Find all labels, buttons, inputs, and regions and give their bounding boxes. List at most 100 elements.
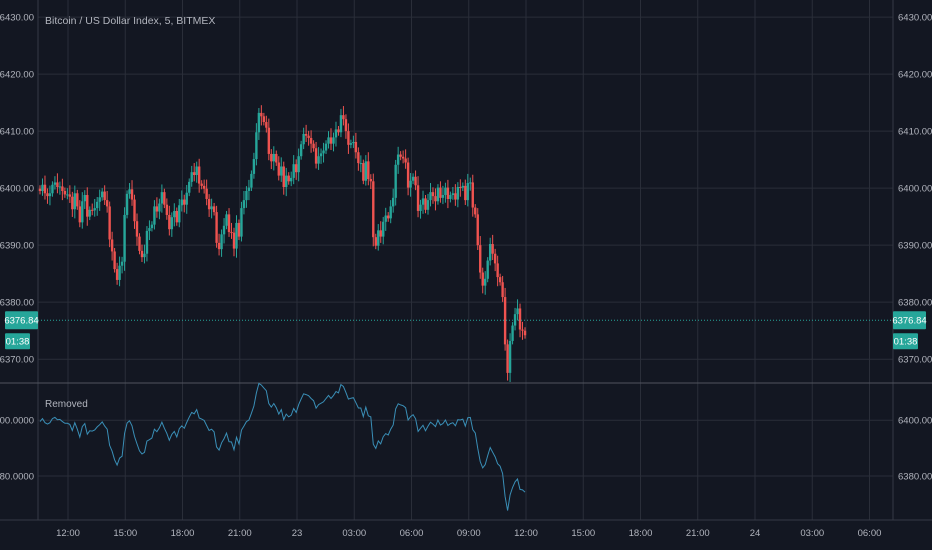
candle-body: [222, 225, 226, 235]
candle-body: [225, 214, 228, 226]
candle-body: [150, 224, 154, 229]
candle-body: [307, 135, 310, 138]
time-tick-label: 12:00: [56, 528, 80, 539]
candle-body: [479, 245, 482, 273]
time-tick-label: 06:00: [400, 528, 424, 539]
candle-body: [68, 194, 72, 197]
candle-body: [140, 250, 144, 258]
candle-body: [501, 282, 504, 298]
candle-body: [125, 193, 129, 215]
candle-body: [426, 200, 430, 210]
price-badges: 6376.84 01:38 6376.84 01:38: [4, 311, 927, 350]
candle-body: [76, 193, 79, 207]
price-axis-left[interactable]: 6430.00 6420.00 6410.00 6400.00 6390.00 6380.…: [0, 13, 34, 366]
candle-body: [396, 154, 400, 165]
price-tick-label: 6390.00: [0, 241, 34, 252]
candle-body: [429, 192, 432, 201]
candlestick-series[interactable]: [38, 105, 527, 382]
candle-body: [245, 191, 248, 201]
candle-body: [506, 344, 509, 373]
time-tick-label: 15:00: [113, 528, 137, 539]
candle-body: [382, 221, 385, 237]
candle-body: [135, 221, 139, 237]
candle-body: [424, 198, 427, 210]
candle-body: [411, 176, 415, 181]
indicator-tick-label: 6400.0000: [0, 416, 34, 427]
time-axis[interactable]: 12:00 15:00 18:00 21:00 23 03:00 06:00 09:00 12:…: [56, 528, 881, 539]
candle-body: [446, 187, 450, 199]
candle-body: [170, 217, 174, 230]
candle-body: [419, 204, 422, 211]
candle-body: [449, 194, 452, 199]
candle-body: [200, 183, 203, 186]
candle-body: [130, 189, 134, 200]
candle-body: [384, 215, 387, 222]
candle-body: [138, 236, 141, 251]
last-price-badge-bg: [5, 311, 38, 330]
candle-body: [165, 204, 169, 215]
candle-body: [518, 308, 522, 330]
candle-body: [207, 198, 211, 210]
candle-body: [235, 222, 238, 249]
candle-body: [471, 182, 474, 208]
candle-body: [48, 193, 52, 197]
candle-body: [212, 206, 216, 213]
candle-body: [158, 203, 161, 212]
candle-body: [260, 112, 263, 117]
last-price-badge: 6376.84: [4, 316, 38, 327]
candle-body: [389, 206, 392, 219]
indicator-series[interactable]: [39, 382, 526, 511]
candle-body: [252, 159, 256, 174]
candle-body: [456, 187, 460, 200]
candle-body: [299, 144, 303, 157]
time-tick-label: 18:00: [171, 528, 195, 539]
candle-body: [302, 133, 305, 145]
price-tick-label: 6380.00: [898, 298, 932, 309]
indicator-line: [39, 382, 526, 511]
candle-body: [195, 166, 198, 176]
candle-body: [38, 188, 42, 191]
candle-body: [115, 269, 119, 280]
candle-body: [391, 197, 395, 207]
candle-body: [359, 163, 363, 165]
candle-body: [143, 253, 146, 258]
candle-body: [329, 137, 333, 144]
candle-body: [133, 199, 136, 222]
price-axis-right[interactable]: 6430.00 6420.00 6410.00 6400.00 6390.00 6380.…: [898, 13, 932, 366]
candle-body: [352, 141, 355, 144]
price-tick-label: 6370.00: [0, 355, 34, 366]
candle-body: [334, 129, 338, 138]
candle-body: [436, 187, 440, 202]
candle-body: [481, 272, 484, 286]
candle-body: [496, 263, 499, 278]
price-tick-label: 6430.00: [0, 13, 34, 24]
candle-body: [128, 189, 131, 194]
candle-body: [205, 188, 208, 199]
time-tick-label: 21:00: [228, 528, 252, 539]
candle-body: [277, 162, 280, 176]
candle-body: [220, 234, 223, 250]
countdown-badge-bg: [893, 333, 918, 350]
candle-body: [508, 340, 512, 373]
candle-body: [312, 143, 315, 149]
candle-body: [237, 222, 241, 237]
indicator-axis: 6400.0000 6400.0000 6380.0000 6380.0000: [0, 416, 932, 483]
candle-body: [347, 131, 350, 145]
candle-body: [88, 209, 91, 217]
candle-body: [441, 194, 445, 198]
candle-body: [484, 278, 487, 286]
candle-body: [476, 214, 479, 246]
candle-body: [188, 181, 191, 193]
candle-body: [78, 206, 81, 223]
candle-body: [123, 214, 126, 262]
candle-body: [451, 193, 455, 195]
candle-body: [197, 166, 201, 184]
candle-body: [96, 201, 99, 209]
candle-body: [511, 325, 514, 341]
candle-body: [145, 230, 149, 254]
candle-body: [255, 132, 258, 160]
candle-body: [374, 237, 377, 246]
candle-body: [309, 137, 313, 144]
candle-body: [464, 185, 467, 201]
